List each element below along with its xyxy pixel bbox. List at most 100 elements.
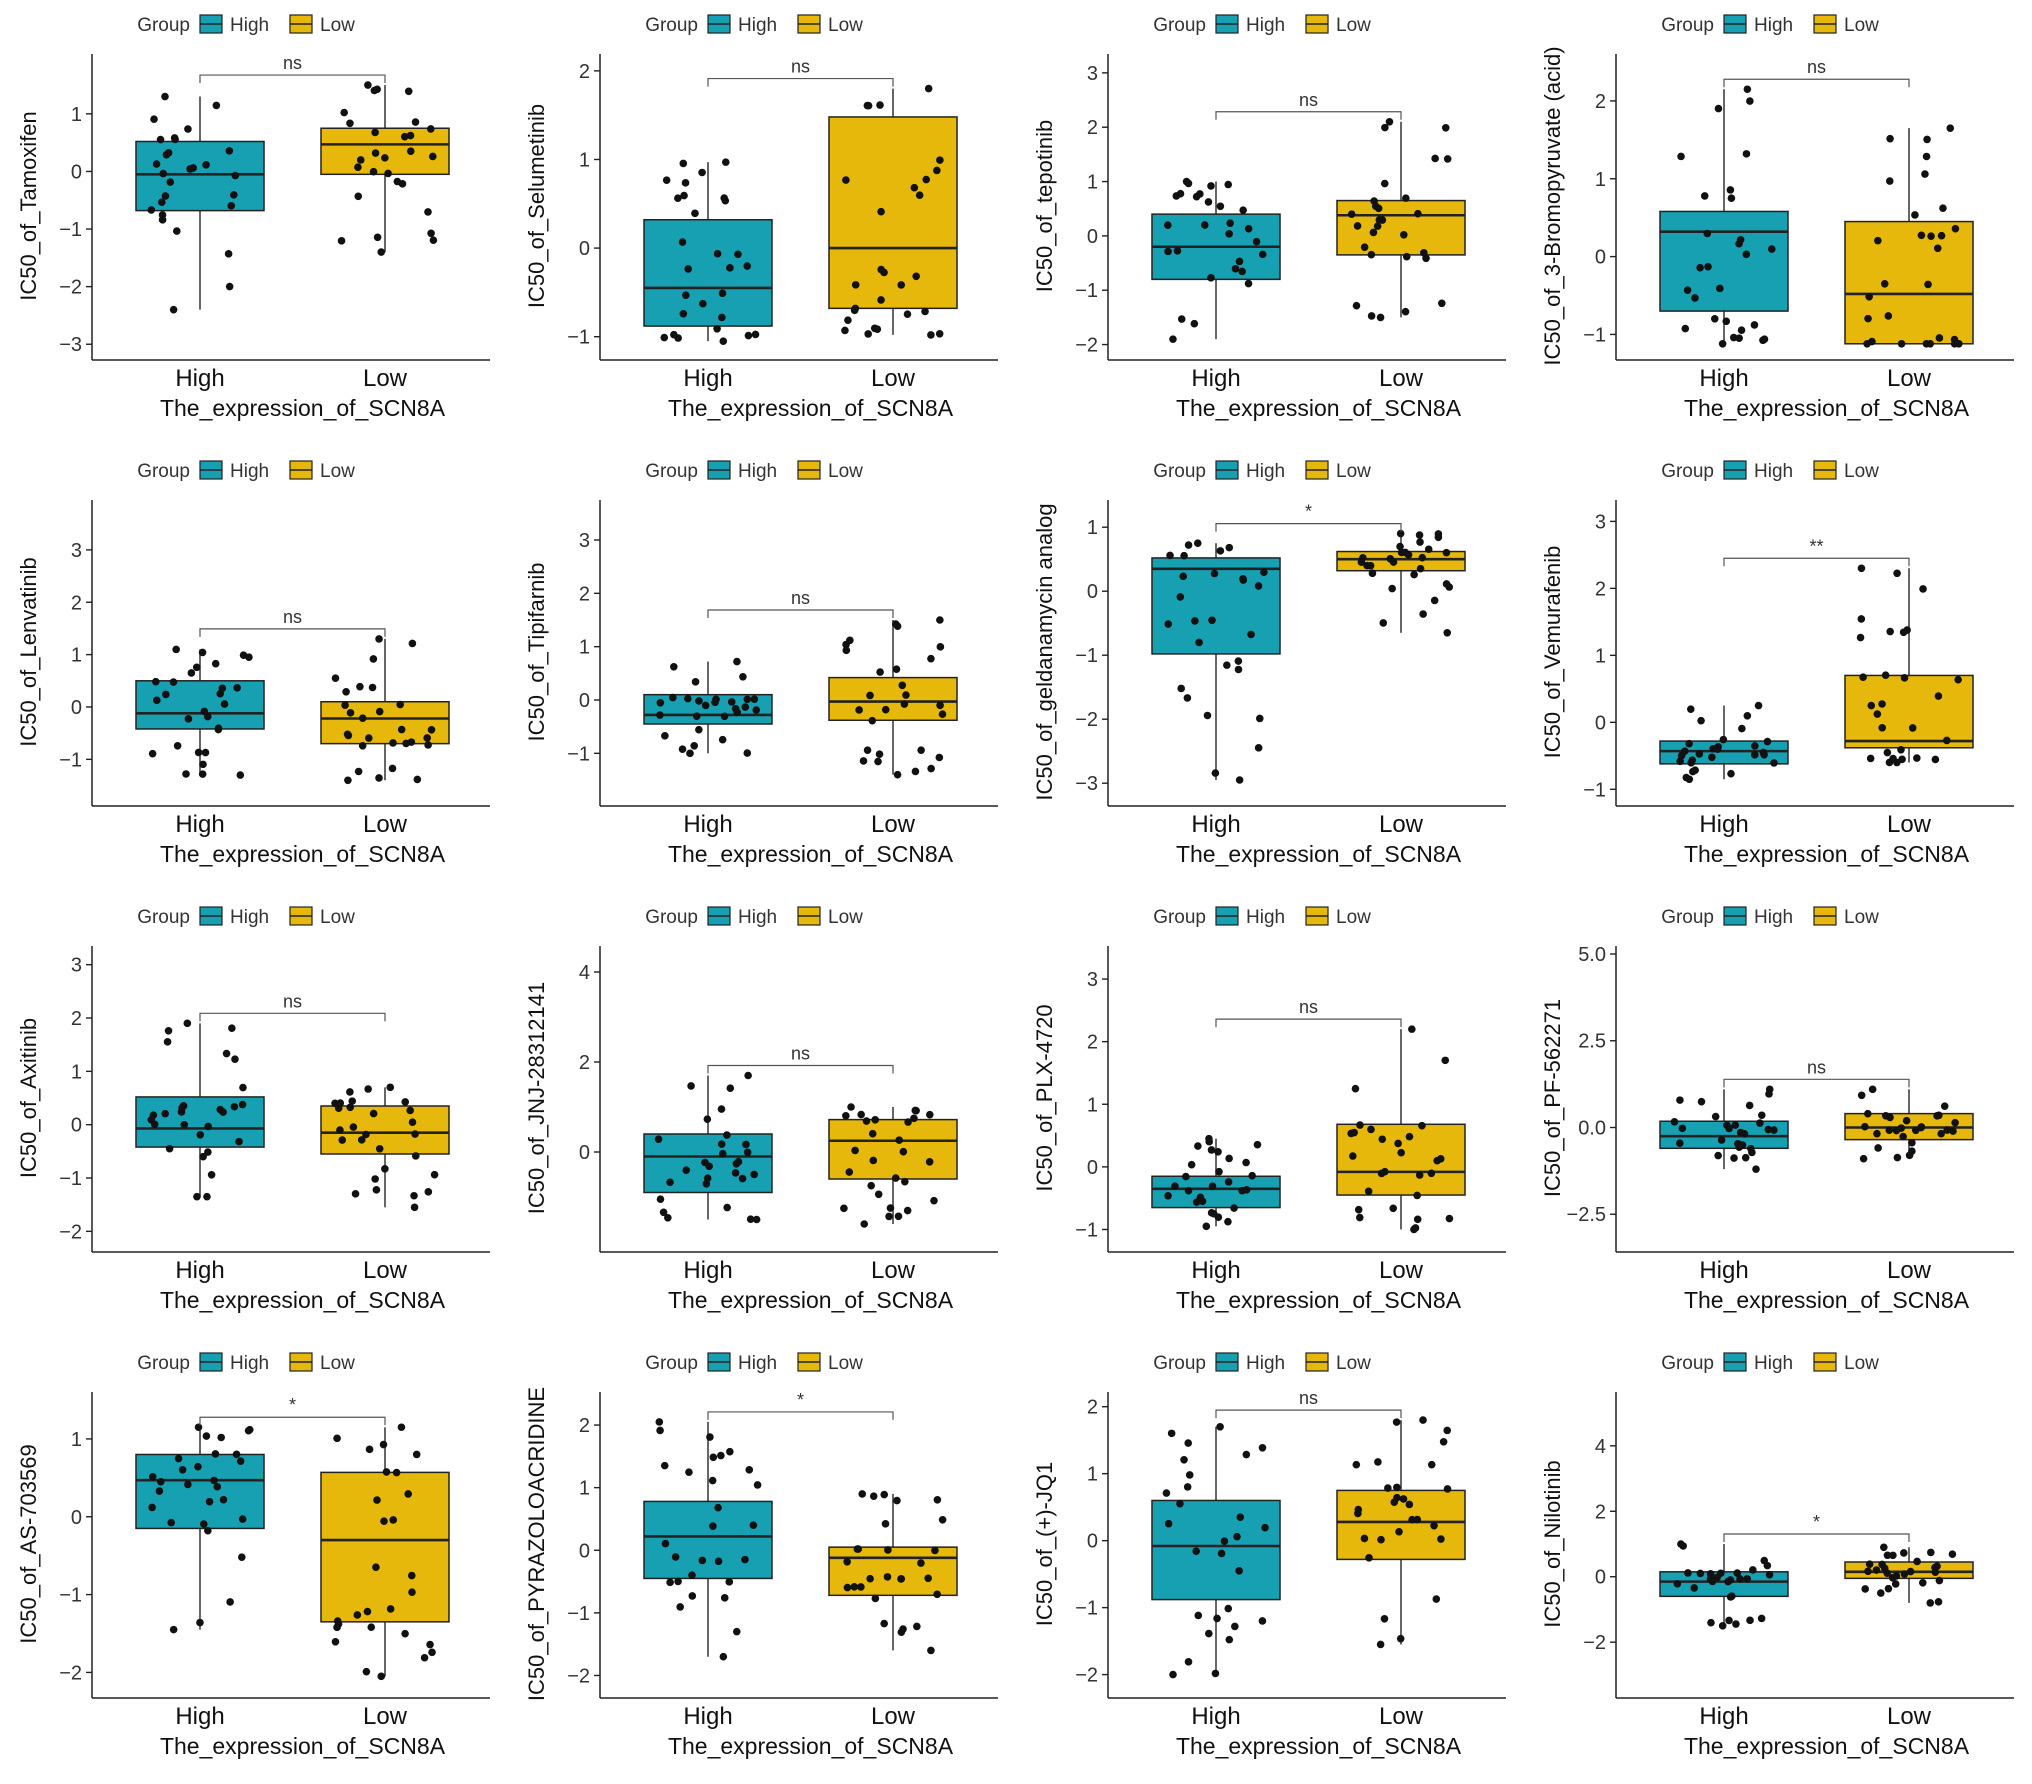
data-point bbox=[680, 191, 688, 200]
data-point bbox=[164, 148, 173, 157]
data-point bbox=[225, 282, 234, 291]
data-point bbox=[244, 1426, 253, 1435]
data-point bbox=[662, 176, 671, 185]
data-point bbox=[1931, 755, 1940, 764]
significance-label: * bbox=[1813, 1512, 1820, 1532]
significance-bracket: ns bbox=[707, 1044, 894, 1074]
data-point bbox=[365, 1445, 374, 1454]
data-point bbox=[373, 85, 381, 94]
data-point bbox=[843, 1583, 852, 1592]
data-point bbox=[1686, 705, 1695, 713]
data-point bbox=[1757, 1111, 1766, 1120]
data-point bbox=[931, 1546, 939, 1555]
data-point bbox=[927, 654, 935, 663]
data-point bbox=[384, 169, 392, 178]
data-point bbox=[1242, 1186, 1251, 1194]
data-point bbox=[726, 264, 734, 272]
data-point bbox=[1354, 1505, 1363, 1514]
data-point bbox=[859, 757, 868, 765]
data-point bbox=[1867, 701, 1876, 710]
data-point bbox=[1927, 232, 1935, 240]
legend-label-low: Low bbox=[1336, 461, 1371, 482]
data-point bbox=[1248, 1171, 1256, 1180]
data-point bbox=[406, 1106, 414, 1115]
data-point bbox=[1873, 1129, 1881, 1138]
data-point bbox=[1214, 1147, 1222, 1156]
data-point bbox=[196, 1618, 204, 1627]
data-point bbox=[703, 1115, 712, 1124]
data-point bbox=[718, 289, 727, 298]
legend: Group High Low bbox=[1661, 1352, 1879, 1374]
data-point bbox=[337, 237, 346, 245]
data-point bbox=[695, 725, 703, 734]
data-point bbox=[847, 1103, 855, 1111]
data-point bbox=[375, 1144, 384, 1153]
data-point bbox=[883, 1573, 892, 1581]
y-tick-label: 2.5 bbox=[1578, 1031, 1606, 1053]
data-point bbox=[732, 1627, 741, 1636]
data-point bbox=[681, 179, 690, 187]
x-category-label: Low bbox=[871, 1257, 916, 1284]
data-point bbox=[705, 1162, 713, 1171]
data-point bbox=[184, 715, 193, 723]
data-point bbox=[739, 672, 747, 681]
x-axis-label: The_expression_of_SCN8A bbox=[160, 395, 446, 421]
data-point bbox=[1379, 619, 1388, 627]
data-point bbox=[892, 665, 901, 674]
data-point bbox=[1683, 286, 1692, 294]
y-tick-label: 1 bbox=[71, 104, 82, 126]
data-point bbox=[161, 1109, 169, 1118]
y-tick-label: −2 bbox=[1075, 335, 1098, 357]
chart-panel: Group High Low −2 −1 0 1 2 IC50_of_PYRAZOLOACRID… bbox=[508, 1338, 1016, 1784]
data-point bbox=[204, 1122, 212, 1131]
box-body bbox=[828, 116, 958, 310]
data-point bbox=[1723, 1121, 1731, 1129]
data-point bbox=[1937, 231, 1946, 240]
data-point bbox=[840, 1204, 848, 1213]
data-point bbox=[1919, 585, 1927, 593]
legend: Group High Low bbox=[1661, 460, 1879, 482]
x-axis-label: The_expression_of_SCN8A bbox=[668, 395, 954, 421]
y-tick-label: −1 bbox=[567, 327, 590, 349]
significance-label: ns bbox=[1299, 997, 1318, 1017]
data-point bbox=[899, 1147, 908, 1156]
data-point bbox=[424, 741, 432, 749]
y-tick-label: 0 bbox=[71, 161, 82, 183]
data-point bbox=[863, 746, 872, 755]
y-tick-label: −1 bbox=[59, 1168, 82, 1190]
boxplot-chart: Group High Low −2 −1 0 1 2 IC50_of_PYRAZOLOACRID… bbox=[524, 1352, 998, 1759]
box-low bbox=[828, 616, 958, 779]
data-point bbox=[876, 668, 884, 676]
y-tick-label: 1 bbox=[1087, 517, 1098, 539]
significance-label: ns bbox=[1299, 1388, 1318, 1408]
data-point bbox=[656, 711, 664, 719]
significance-label: ** bbox=[1809, 536, 1823, 556]
data-point bbox=[930, 1196, 938, 1205]
y-tick-label: −2 bbox=[1075, 1665, 1098, 1687]
data-point bbox=[1923, 135, 1931, 144]
box-high bbox=[1151, 539, 1281, 784]
data-point bbox=[676, 1603, 684, 1611]
data-point bbox=[1184, 541, 1193, 549]
data-point bbox=[891, 1174, 900, 1182]
data-point bbox=[1880, 279, 1889, 288]
data-point bbox=[1924, 280, 1932, 289]
chart-panel: Group High Low −3 −2 −1 0 1 IC50_of_Tamoxifen Hig… bbox=[0, 0, 508, 446]
data-point bbox=[1682, 773, 1691, 782]
data-point bbox=[1408, 1025, 1416, 1033]
legend-label-high: High bbox=[1246, 461, 1285, 482]
legend-label-low: Low bbox=[828, 15, 863, 36]
boxplot-chart: Group High Low −1 0 1 2 IC50_of_3-Bromopyruvate… bbox=[1540, 14, 2014, 421]
y-tick-label: 3 bbox=[71, 955, 82, 977]
data-point bbox=[938, 710, 947, 718]
chart-panel: Group High Low −1 0 1 2 3 IC50_of_Tipifarnib High… bbox=[508, 446, 1016, 892]
data-point bbox=[162, 690, 170, 699]
data-point bbox=[1897, 339, 1906, 348]
significance-label: ns bbox=[283, 53, 302, 73]
data-point bbox=[670, 662, 678, 671]
data-point bbox=[708, 1476, 717, 1485]
data-point bbox=[1393, 1483, 1401, 1492]
x-category-label: Low bbox=[871, 811, 916, 838]
data-point bbox=[1185, 1471, 1194, 1479]
y-tick-label: 3 bbox=[1087, 63, 1098, 85]
